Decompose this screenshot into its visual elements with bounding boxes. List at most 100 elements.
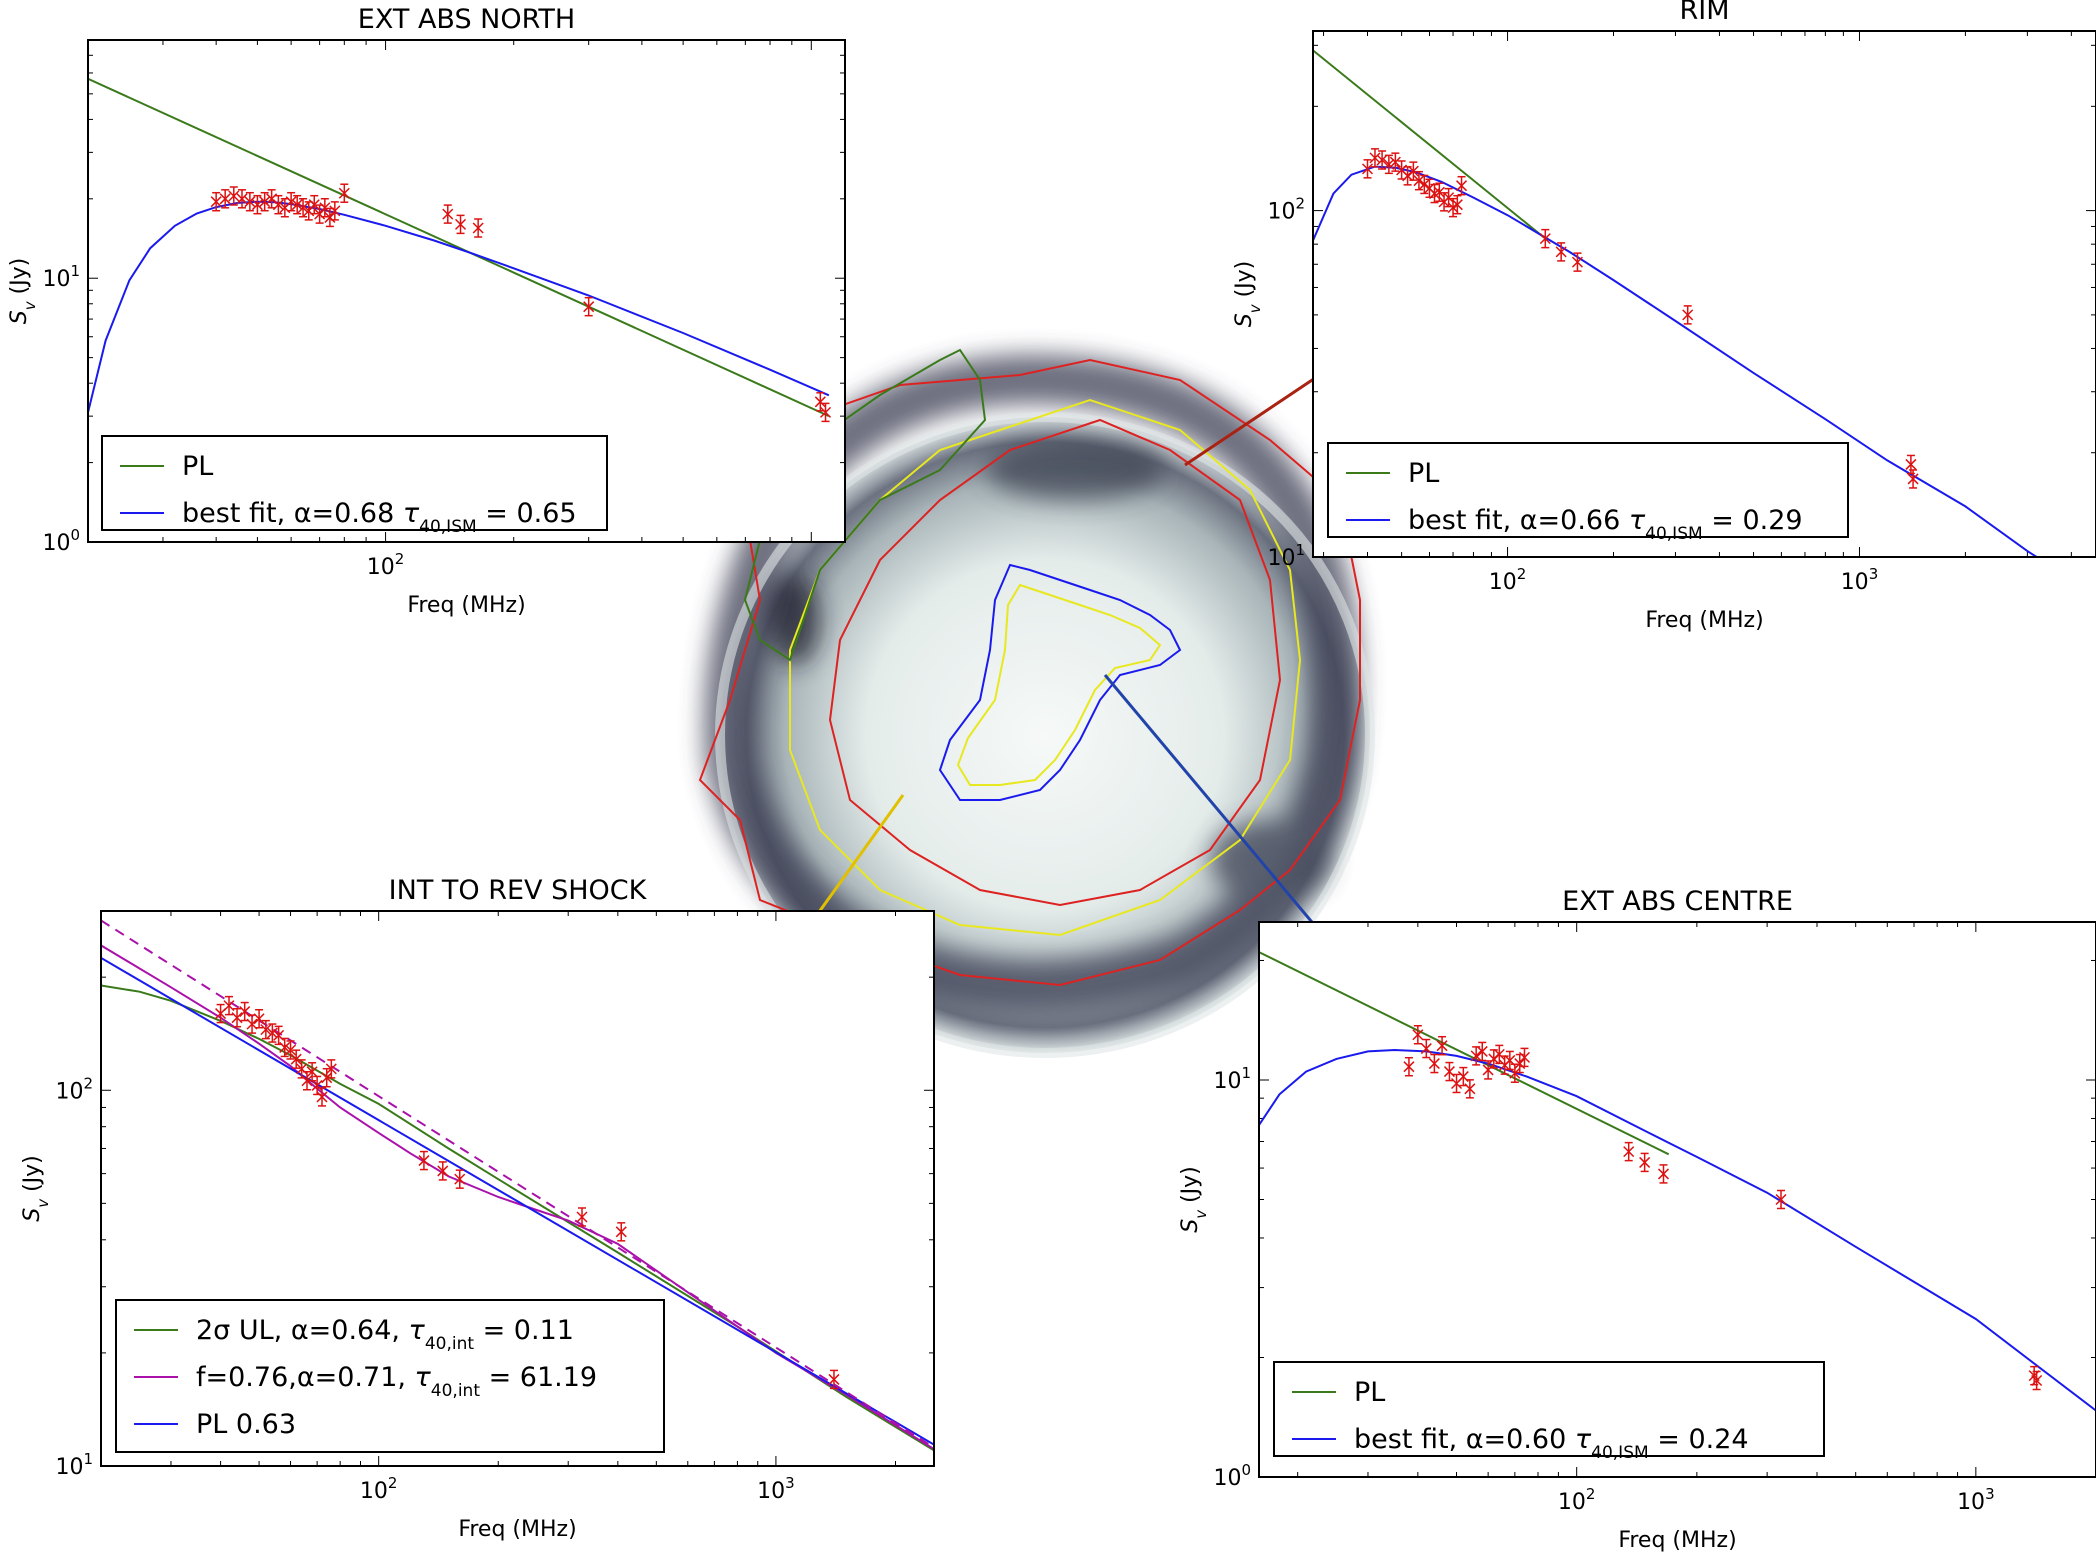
data-point: [819, 402, 832, 423]
data-point: [1639, 1152, 1651, 1173]
data-point: [1383, 154, 1395, 175]
data-point: [236, 189, 248, 209]
data-point: [319, 197, 331, 218]
legend-label: best fit, α=0.60 τ40,ISM = 0.24: [1354, 1424, 1749, 1463]
legend-label: PL 0.63: [196, 1409, 296, 1440]
data-point: [1412, 1025, 1424, 1045]
data-point: [266, 1023, 278, 1043]
chart-title: EXT ABS CENTRE: [1562, 886, 1793, 917]
data-point: [1457, 1066, 1469, 1087]
data-point: [1407, 161, 1419, 181]
data-point: [1464, 1079, 1476, 1099]
legend-label: best fit, α=0.68 τ40,ISM = 0.65: [182, 498, 577, 537]
legend-box: [1273, 1361, 1825, 1457]
data-point: [1907, 469, 1919, 489]
chart-title: EXT ABS NORTH: [358, 4, 575, 35]
panel-int_to_rev_shock: 102 103 102 101 INT TO REV SHOCK Freq (MHz) Sv…: [20, 875, 935, 1542]
data-point: [1504, 1050, 1516, 1071]
y-axis-label: Sv (Jy): [1232, 261, 1264, 328]
panel-rim: 102 103 102 101 RIM Freq (MHz) Sv (Jy) PL best f…: [1232, 0, 2096, 633]
series-group: [101, 919, 934, 1452]
data-point: [306, 1062, 318, 1082]
data-point: [1682, 305, 1694, 325]
data-point: [285, 1040, 297, 1060]
x-tick-label: 103: [1957, 1485, 1995, 1515]
y-axis-label: Sv (Jy): [7, 258, 39, 325]
chart-title: INT TO REV SHOCK: [389, 875, 648, 906]
data-point: [272, 194, 284, 215]
data-point: [576, 1207, 588, 1227]
legend: PL best fit, α=0.60 τ40,ISM = 0.24: [1273, 1361, 1825, 1463]
data-point: [259, 191, 271, 212]
data-point: [583, 296, 595, 317]
data-point: [321, 1067, 333, 1088]
y-tick-label: 102: [55, 1074, 93, 1104]
data-point: [615, 1222, 627, 1242]
data-point: [828, 1369, 840, 1390]
legend: 2σ UL, α=0.64, τ40,int = 0.11 f=0.76,α=0.…: [115, 1299, 665, 1453]
y-tick-label: 100: [1213, 1461, 1251, 1491]
data-point: [1403, 1056, 1415, 1077]
data-point: [1482, 1060, 1494, 1080]
series-line-best_fit: [1313, 165, 2039, 557]
data-point: [290, 1049, 302, 1069]
data-point: [223, 995, 235, 1016]
x-tick-label: 103: [1841, 565, 1879, 595]
series-group: [88, 77, 832, 423]
data-point: [1433, 182, 1445, 202]
legend-label: PL: [1408, 458, 1439, 489]
data-point: [1539, 228, 1551, 249]
yellow-contour-inner: [956, 583, 1162, 786]
data-point: [1775, 1189, 1787, 1210]
data-point: [1509, 1063, 1521, 1083]
data-point: [1402, 166, 1414, 186]
legend-box: [115, 1299, 665, 1453]
data-point: [455, 214, 467, 235]
data-point: [1420, 1038, 1432, 1059]
data-point: [308, 194, 320, 215]
panel-ext_abs_centre: 102 103 101 100 EXT ABS CENTRE Freq (MHz) Sv (…: [1178, 886, 2096, 1553]
plot-frame: [1312, 30, 2096, 558]
data-point: [260, 1019, 272, 1040]
x-axis-label: Freq (MHz): [1645, 608, 1763, 633]
data-point: [1555, 242, 1567, 262]
x-tick-label: 102: [367, 550, 405, 580]
y-tick-label: 102: [1267, 195, 1305, 225]
y-tick-label: 101: [42, 262, 80, 292]
data-point: [1428, 1053, 1440, 1074]
plot-frame: [87, 39, 846, 543]
data-point: [437, 1161, 449, 1181]
data-point: [1418, 174, 1430, 195]
data-point: [244, 191, 256, 212]
x-tick-label: 103: [757, 1474, 795, 1504]
x-axis-label: Freq (MHz): [1618, 1528, 1736, 1553]
y-axis-label: Sv (Jy): [1178, 1166, 1210, 1233]
data-point: [219, 189, 231, 209]
data-point: [472, 218, 484, 238]
panels: 102 100 101 EXT ABS NORTH Freq (MHz) Sv (Jy) P…: [7, 0, 2096, 1553]
y-tick-label: 100: [42, 526, 80, 556]
legend: PL best fit, α=0.68 τ40,ISM = 0.65: [101, 435, 608, 537]
x-tick-label: 102: [1489, 565, 1527, 595]
y-tick-label: 101: [55, 1450, 93, 1480]
data-point: [329, 201, 341, 221]
data-point: [285, 191, 297, 212]
panel-ext_abs_north: 102 100 101 EXT ABS NORTH Freq (MHz) Sv (Jy) P…: [7, 4, 846, 618]
x-tick-label: 102: [1558, 1485, 1596, 1515]
series-line-PL: [1313, 49, 1549, 242]
data-point: [418, 1150, 430, 1171]
legend: PL best fit, α=0.66 τ40,ISM = 0.29: [1327, 442, 1849, 544]
data-point: [1493, 1044, 1505, 1065]
legend-label: f=0.76,α=0.71, τ40,int = 61.19: [196, 1362, 597, 1401]
data-point: [253, 1009, 265, 1029]
data-point: [239, 1001, 251, 1022]
x-axis-label: Freq (MHz): [458, 1517, 576, 1542]
legend-label: PL: [182, 451, 213, 482]
data-point: [1657, 1164, 1670, 1184]
plot-frame: [100, 910, 935, 1467]
data-point: [301, 1071, 313, 1091]
legend-box: [1327, 442, 1849, 538]
remnant-image: [698, 348, 1375, 1058]
data-point: [251, 194, 263, 215]
